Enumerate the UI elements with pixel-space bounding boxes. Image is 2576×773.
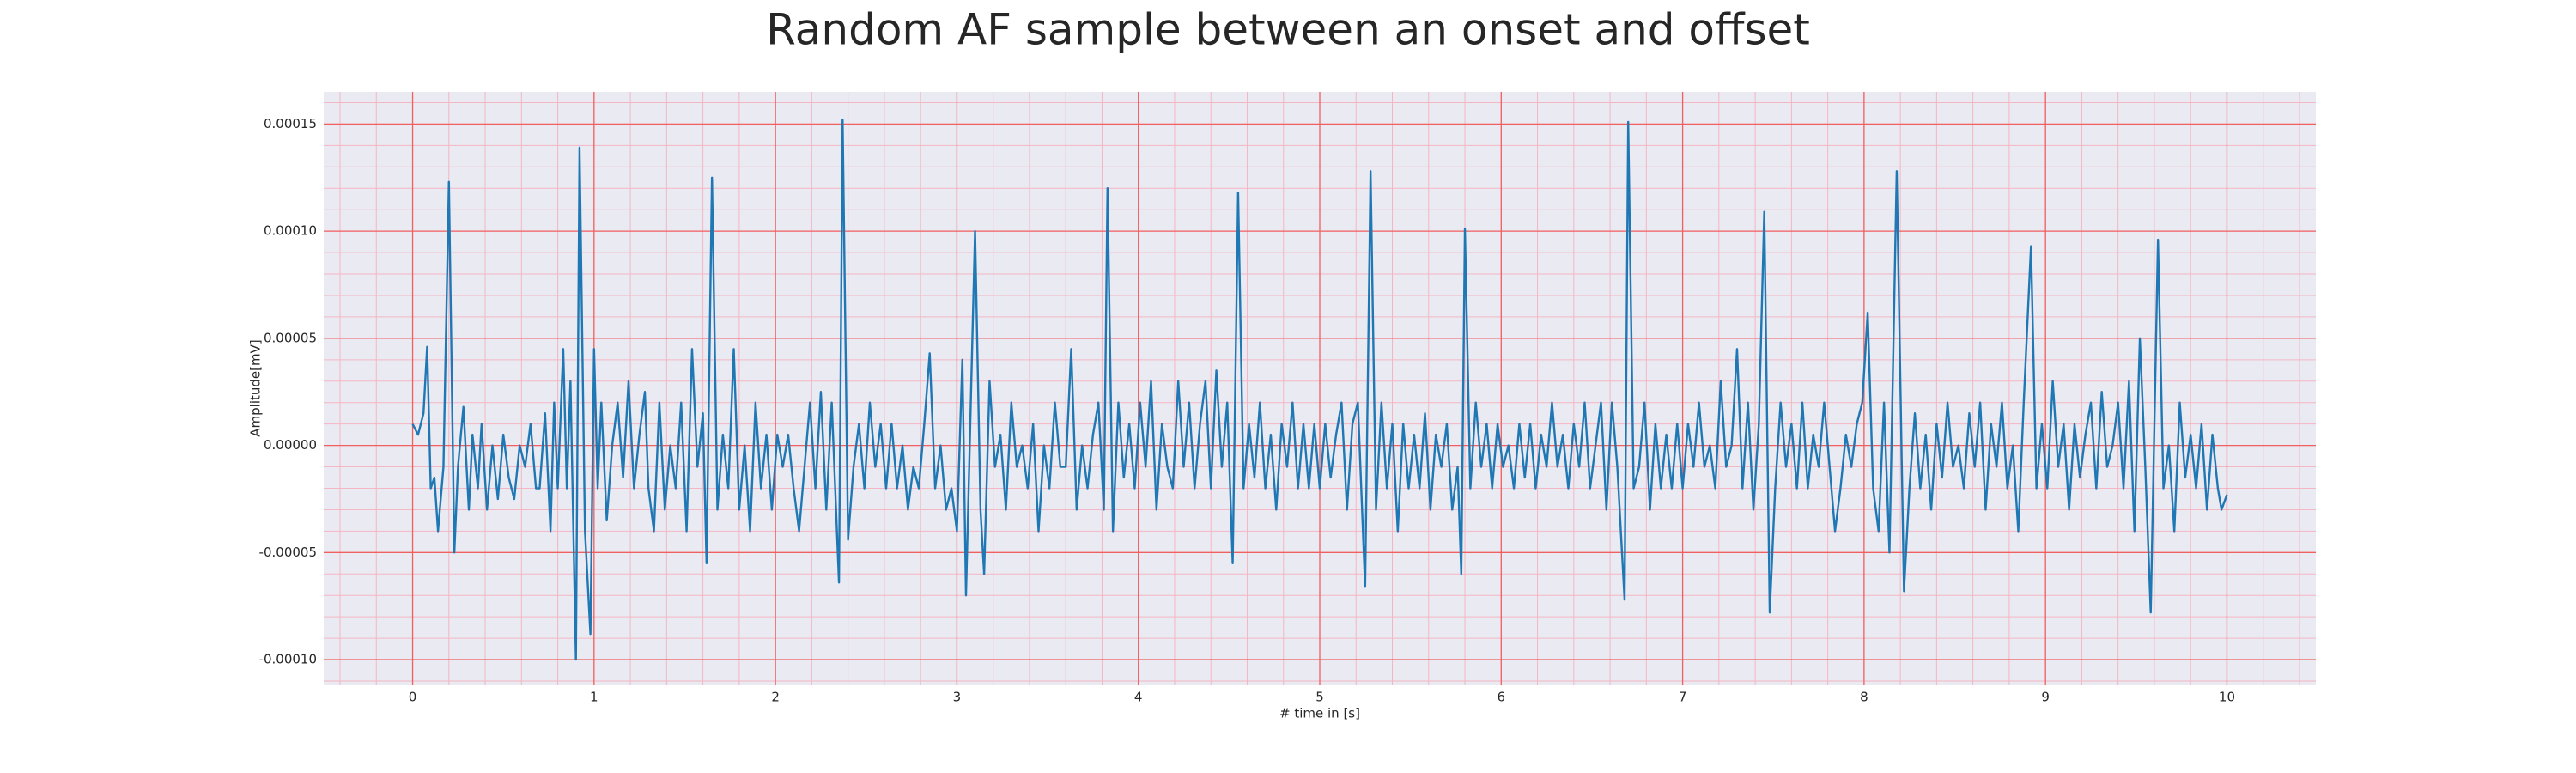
x-tick-label: 7 [1679, 690, 1687, 705]
y-tick-label: -0.00010 [259, 652, 317, 667]
y-tick-label: -0.00005 [259, 545, 317, 560]
y-tick-label: 0.00000 [264, 437, 317, 453]
x-tick-label: 1 [590, 690, 598, 705]
y-tick-label: 0.00010 [264, 223, 317, 239]
x-tick-label: 4 [1134, 690, 1143, 705]
y-tick-label: 0.00015 [264, 116, 317, 131]
x-tick-label: 5 [1315, 690, 1324, 705]
x-tick-label: 8 [1860, 690, 1868, 705]
y-axis-label: Amplitude[mV] [248, 339, 264, 436]
signal-line [411, 119, 2228, 661]
x-axis-label: # time in [s] [1279, 706, 1360, 721]
y-tick-label: 0.00005 [264, 330, 317, 345]
x-tick-label: 6 [1498, 690, 1506, 705]
x-tick-label: 3 [953, 690, 962, 705]
chart-title: Random AF sample between an onset and of… [766, 5, 1810, 55]
x-tick-label: 10 [2219, 690, 2235, 705]
x-tick-label: 0 [409, 690, 417, 705]
x-tick-label: 9 [2041, 690, 2050, 705]
x-tick-label: 2 [771, 690, 780, 705]
